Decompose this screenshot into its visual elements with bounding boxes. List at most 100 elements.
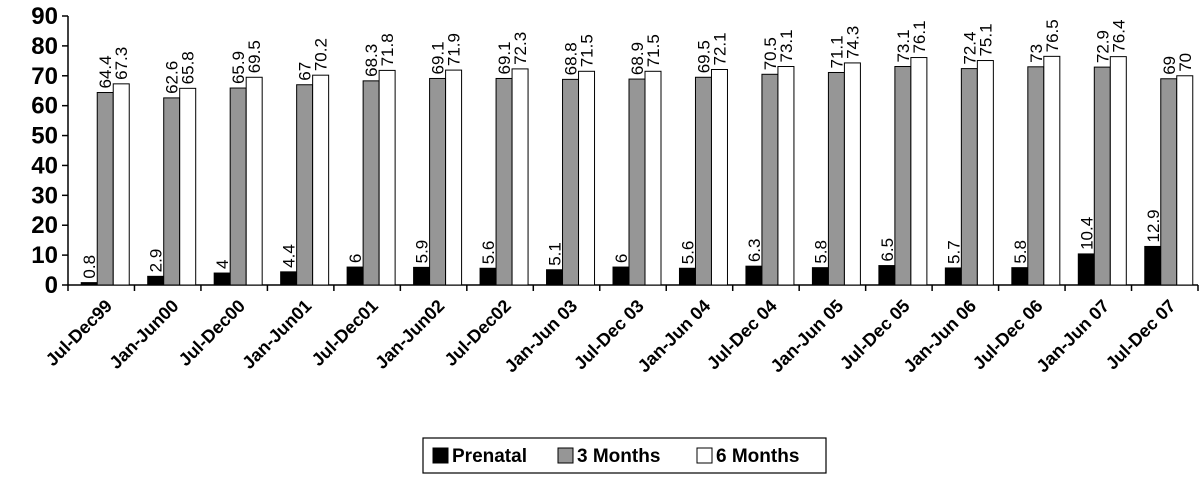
bar-prenatal [1011,267,1029,286]
data-label: 72.4 [960,32,979,65]
bar-prenatal [80,282,98,286]
bar-3-months [694,76,712,286]
data-label: 62.6 [163,61,182,94]
data-label: 73 [1027,44,1046,63]
bar-3-months [761,73,779,286]
data-label: 74.3 [843,26,862,59]
data-label: 64.4 [96,55,115,88]
x-tick-label: Jan-Jun01 [238,296,315,373]
bar-6-months [1176,75,1194,286]
bar-6-months [644,70,662,286]
data-label: 5.8 [811,240,830,264]
legend-label: Prenatal [452,446,527,467]
data-label: 6 [346,254,365,263]
y-tick-label: 70 [31,63,58,90]
bar-6-months [312,74,330,286]
bar-6-months [578,70,596,286]
bar-3-months [96,92,114,286]
bar-3-months [628,78,646,286]
bar-3-months [429,77,447,286]
data-label: 68.9 [628,42,647,75]
y-tick-label: 0 [45,272,58,299]
data-label: 73.1 [777,29,796,62]
legend: Prenatal 3 Months 6 Months [422,437,827,474]
y-tick-label: 30 [31,182,58,209]
data-label: 69.1 [429,41,448,74]
data-label: 72.9 [1093,30,1112,63]
bar-prenatal [612,266,630,286]
bar-prenatal [944,267,962,286]
bar-3-months [495,77,513,286]
legend-swatch [432,447,449,464]
legend-box [422,437,827,474]
data-label: 76.4 [1109,20,1128,53]
data-label: 72.1 [710,32,729,65]
bar-prenatal [346,266,364,286]
bars [80,55,1194,286]
bar-6-months [245,76,263,286]
bar-prenatal [811,267,829,286]
data-label: 69.5 [694,40,713,73]
bar-prenatal [678,267,696,286]
bar-prenatal [213,272,231,286]
data-label: 70.2 [312,38,331,71]
data-label: 71.5 [644,34,663,67]
bar-3-months [894,66,912,286]
data-label: 5.8 [1011,240,1030,264]
data-label: 76.5 [1043,19,1062,52]
legend-label: 3 Months [577,446,660,467]
bar-6-months [179,87,197,286]
bar-6-months [843,62,861,286]
data-label: 71.1 [827,35,846,68]
bar-6-months [112,83,130,286]
legend-swatch [696,447,713,464]
bar-prenatal [413,266,431,286]
bar-3-months [229,87,247,286]
bar-3-months [827,71,845,286]
bar-prenatal [147,275,165,286]
data-labels: 0.864.467.32.962.665.8465.969.54.46770.2… [80,19,1195,278]
bar-3-months [960,68,978,286]
bar-6-months [1109,56,1127,286]
data-label: 5.7 [944,240,963,264]
data-label: 71.9 [445,33,464,66]
data-label: 5.9 [413,240,432,264]
bar-3-months [562,78,580,286]
data-label: 67 [296,62,315,81]
data-label: 65.8 [179,51,198,84]
bar-6-months [445,69,463,286]
bar-prenatal [546,269,564,286]
x-tick-label: Jul-Dec 07 [1102,296,1180,374]
bar-3-months [362,80,380,286]
data-label: 65.9 [229,51,248,84]
data-label: 68.8 [562,42,581,75]
data-label: 70 [1176,53,1195,72]
data-label: 4.4 [280,244,299,268]
y-tick-label: 90 [31,3,58,30]
y-tick-label: 80 [31,33,58,60]
data-label: 0.8 [80,255,99,279]
data-label: 71.8 [378,33,397,66]
bar-prenatal [1077,253,1095,286]
legend-label: 6 Months [716,446,799,467]
data-label: 69.1 [495,41,514,74]
data-label: 5.6 [479,241,498,265]
bar-6-months [1043,55,1061,286]
bar-3-months [1160,78,1178,286]
data-label: 75.1 [976,23,995,56]
data-label: 72.3 [511,32,530,65]
bar-3-months [296,84,314,286]
x-tick-label: Jan-Jun00 [105,296,182,373]
data-label: 67.3 [112,47,131,80]
data-label: 76.1 [910,20,929,53]
bar-prenatal [878,265,896,286]
y-tick-label: 20 [31,212,58,239]
data-label: 5.6 [678,241,697,265]
bar-6-months [710,69,728,286]
data-label: 4 [213,260,232,269]
data-label: 5.1 [546,242,565,266]
data-label: 73.1 [894,29,913,62]
legend-swatch [557,447,574,464]
